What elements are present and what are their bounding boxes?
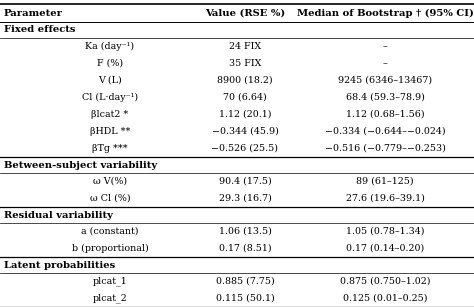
Text: 9245 (6346–13467): 9245 (6346–13467) [338, 76, 432, 85]
Text: Cl (L·day⁻¹): Cl (L·day⁻¹) [82, 93, 138, 102]
Text: 1.06 (13.5): 1.06 (13.5) [219, 227, 272, 236]
Text: 29.3 (16.7): 29.3 (16.7) [219, 194, 272, 203]
Text: Residual variability: Residual variability [4, 211, 113, 220]
Text: Parameter: Parameter [4, 9, 63, 17]
Text: Latent probabilities: Latent probabilities [4, 261, 115, 270]
Text: −0.526 (25.5): −0.526 (25.5) [211, 144, 279, 153]
Text: 1.05 (0.78–1.34): 1.05 (0.78–1.34) [346, 227, 424, 236]
Text: 24 FIX: 24 FIX [229, 42, 261, 51]
Text: βHDL **: βHDL ** [90, 127, 130, 136]
Text: Value (RSE %): Value (RSE %) [205, 9, 285, 17]
Text: 70 (6.64): 70 (6.64) [223, 93, 267, 102]
Text: −0.334 (−0.644–−0.024): −0.334 (−0.644–−0.024) [325, 127, 445, 136]
Text: 68.4 (59.3–78.9): 68.4 (59.3–78.9) [346, 93, 424, 102]
Text: −0.344 (45.9): −0.344 (45.9) [211, 127, 278, 136]
Text: Between-subject variability: Between-subject variability [4, 161, 157, 169]
Text: Median of Bootstrap † (95% CI): Median of Bootstrap † (95% CI) [297, 8, 474, 17]
Text: 1.12 (0.68–1.56): 1.12 (0.68–1.56) [346, 110, 424, 119]
Text: 89 (61–125): 89 (61–125) [356, 177, 414, 186]
Text: a (constant): a (constant) [81, 227, 139, 236]
Text: 90.4 (17.5): 90.4 (17.5) [219, 177, 272, 186]
Text: F (%): F (%) [97, 59, 123, 68]
Text: –: – [383, 42, 387, 51]
Text: 8900 (18.2): 8900 (18.2) [217, 76, 273, 85]
Text: ω Cl (%): ω Cl (%) [90, 194, 130, 203]
Text: Ka (day⁻¹): Ka (day⁻¹) [85, 42, 135, 51]
Text: V (L): V (L) [98, 76, 122, 85]
Text: 0.875 (0.750–1.02): 0.875 (0.750–1.02) [340, 277, 430, 286]
Text: 35 FIX: 35 FIX [229, 59, 261, 68]
Text: Fixed effects: Fixed effects [4, 25, 75, 34]
Text: 0.885 (7.75): 0.885 (7.75) [216, 277, 274, 286]
Text: b (proportional): b (proportional) [72, 244, 148, 253]
Text: −0.516 (−0.779–−0.253): −0.516 (−0.779–−0.253) [325, 144, 446, 153]
Text: 27.6 (19.6–39.1): 27.6 (19.6–39.1) [346, 194, 424, 203]
Text: 1.12 (20.1): 1.12 (20.1) [219, 110, 271, 119]
Text: –: – [383, 59, 387, 68]
Text: 0.17 (0.14–0.20): 0.17 (0.14–0.20) [346, 244, 424, 253]
Text: ω V(%): ω V(%) [93, 177, 127, 186]
Text: plcat_2: plcat_2 [92, 294, 128, 303]
Text: 0.115 (50.1): 0.115 (50.1) [216, 294, 274, 303]
Text: plcat_1: plcat_1 [92, 277, 128, 286]
Text: βlcat2 *: βlcat2 * [91, 110, 128, 119]
Text: βTg ***: βTg *** [92, 144, 128, 153]
Text: 0.17 (8.51): 0.17 (8.51) [219, 244, 271, 253]
Text: 0.125 (0.01–0.25): 0.125 (0.01–0.25) [343, 294, 427, 303]
